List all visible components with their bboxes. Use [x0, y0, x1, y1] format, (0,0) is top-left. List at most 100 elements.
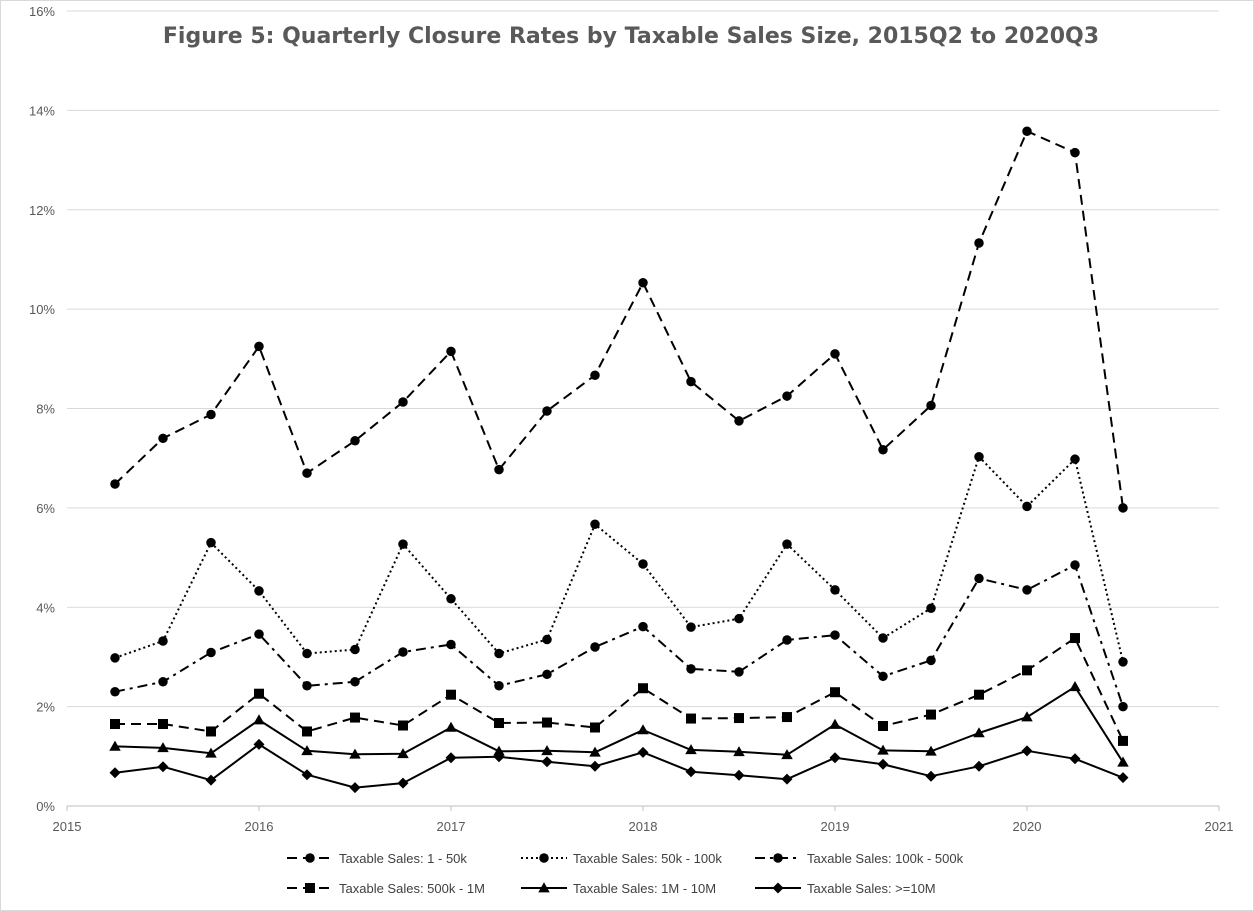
data-point	[398, 720, 408, 731]
data-point	[206, 409, 216, 420]
data-point	[925, 770, 937, 782]
x-tick-label: 2018	[629, 819, 658, 834]
data-point	[1021, 745, 1033, 757]
data-point	[686, 376, 696, 387]
data-point	[1022, 126, 1032, 136]
legend-marker	[539, 853, 549, 863]
data-point	[782, 712, 792, 723]
data-point	[398, 397, 408, 407]
data-point	[302, 726, 312, 737]
data-point	[638, 559, 648, 569]
data-point	[1070, 560, 1080, 570]
data-point	[1069, 681, 1081, 692]
data-point	[830, 630, 840, 640]
data-point	[109, 740, 121, 751]
data-point	[110, 719, 120, 730]
data-point	[301, 745, 313, 756]
series-line	[114, 564, 1124, 707]
gridlines	[67, 10, 1219, 708]
data-point	[637, 746, 649, 758]
data-point	[1118, 503, 1128, 513]
data-point	[830, 349, 840, 359]
data-point	[638, 278, 648, 288]
legend: Taxable Sales: 1 - 50k Taxable Sales: 50k…	[287, 851, 964, 896]
data-point	[446, 689, 456, 700]
data-point	[734, 667, 744, 677]
data-point	[1070, 147, 1080, 158]
data-point	[350, 436, 360, 446]
series-line	[114, 685, 1124, 763]
data-point	[1022, 665, 1032, 676]
data-point	[589, 760, 601, 772]
data-point	[446, 346, 456, 357]
data-point	[829, 752, 841, 764]
data-point	[542, 669, 552, 680]
data-point	[302, 648, 312, 659]
legend-label: Taxable Sales: >=10M	[807, 881, 936, 896]
data-point	[397, 777, 409, 789]
data-point	[158, 677, 168, 687]
data-point	[158, 433, 168, 444]
series-group	[109, 126, 1129, 794]
data-point	[446, 594, 456, 604]
series-line	[115, 637, 1124, 742]
data-point	[349, 748, 361, 759]
data-point	[541, 756, 553, 768]
data-point	[974, 238, 984, 248]
legend-marker	[305, 883, 315, 893]
data-point	[253, 738, 265, 750]
y-tick-label: 6%	[36, 501, 55, 516]
legend-marker	[538, 882, 550, 893]
data-point	[1118, 735, 1128, 746]
legend-marker	[773, 853, 783, 863]
data-point	[301, 769, 313, 781]
data-point	[1117, 756, 1129, 767]
data-point	[926, 603, 936, 613]
x-tick-label: 2015	[53, 819, 82, 834]
x-tick-label: 2020	[1013, 819, 1042, 834]
data-point	[878, 721, 888, 732]
data-point	[350, 712, 360, 723]
y-tick-label: 16%	[29, 4, 55, 19]
data-point	[926, 655, 936, 666]
x-tick-label: 2019	[821, 819, 850, 834]
legend-item: Taxable Sales: 1M - 10M	[521, 881, 716, 896]
data-point	[398, 539, 408, 549]
x-tick-label: 2017	[437, 819, 466, 834]
data-point	[1022, 501, 1032, 512]
legend-item: Taxable Sales: 500k - 1M	[287, 881, 485, 896]
data-point	[686, 622, 696, 632]
data-point	[830, 687, 840, 698]
data-point	[685, 744, 697, 755]
data-point	[638, 683, 648, 694]
data-point	[110, 479, 120, 489]
data-point	[782, 635, 792, 645]
data-point	[734, 713, 744, 724]
data-point	[205, 747, 217, 758]
data-point	[733, 769, 745, 781]
data-point	[1022, 585, 1032, 595]
data-point	[590, 370, 600, 380]
series-2	[110, 451, 1128, 667]
data-point	[590, 722, 600, 733]
data-point	[973, 727, 985, 738]
data-point	[685, 766, 697, 778]
data-point	[589, 746, 601, 757]
x-tick-label: 2021	[1205, 819, 1234, 834]
legend-item: Taxable Sales: >=10M	[755, 881, 936, 896]
y-tick-label: 10%	[29, 302, 55, 317]
y-tick-label: 14%	[29, 103, 55, 118]
series-6	[109, 738, 1129, 794]
data-point	[877, 758, 889, 770]
data-point	[158, 636, 168, 646]
legend-item: Taxable Sales: 100k - 500k	[755, 851, 964, 866]
data-point	[878, 671, 888, 682]
data-point	[493, 751, 505, 763]
y-tick-label: 0%	[36, 799, 55, 814]
data-point	[782, 539, 792, 549]
data-point	[637, 724, 649, 735]
series-line	[114, 743, 1124, 789]
data-point	[542, 406, 552, 416]
data-point	[1070, 633, 1080, 644]
